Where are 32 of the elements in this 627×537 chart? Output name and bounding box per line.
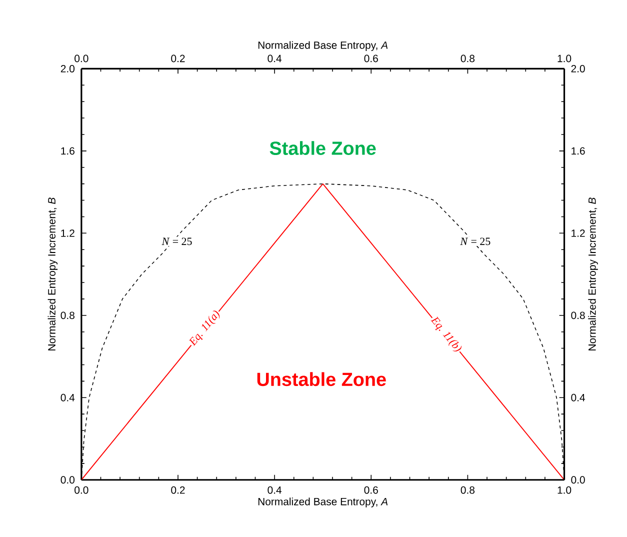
x-axis-title: Normalized Base Entropy, A [258, 498, 388, 508]
y2-tick-label: 0.4 [571, 394, 585, 402]
x-tick-label: 0.2 [171, 54, 185, 62]
y2-tick-label: 0.8 [571, 312, 585, 320]
y2-tick-label: 1.6 [572, 147, 585, 155]
x2-tick-label: 0.6 [364, 486, 378, 494]
y2-tick-label: 2.0 [571, 65, 585, 73]
y2-tick-label: 1.2 [572, 230, 585, 237]
x2-tick-label: 0.2 [171, 486, 185, 494]
y2-tick-label: 0.0 [571, 476, 585, 484]
x-tick-label: 0.0 [74, 54, 88, 62]
x2-tick-label: 0.0 [74, 486, 88, 494]
y-tick-label: 0.4 [60, 394, 75, 402]
y-axis-title: Normalized Entropy Increment, B [48, 198, 58, 351]
x-tick-label: 0.6 [364, 54, 378, 62]
y-tick-label: 1.2 [61, 230, 74, 237]
x2-tick-label: 0.8 [460, 486, 475, 494]
x-tick-label: 1.0 [558, 54, 572, 62]
y-tick-label: 0.8 [60, 312, 74, 320]
y-tick-label: 2.0 [60, 65, 75, 73]
y-tick-label: 0.0 [60, 476, 75, 484]
annotation: Unstable Zone [257, 372, 386, 386]
annotation: Stable Zone [270, 141, 376, 156]
y-tick-label: 1.6 [61, 147, 74, 155]
x2-axis-title: Normalized Base Entropy, A [258, 41, 388, 52]
y2-axis-title: Normalized Entropy Increment, B [588, 198, 598, 351]
annotation: N = 25 [460, 238, 490, 246]
x2-tick-label: 0.4 [268, 486, 282, 494]
x2-tick-label: 1.0 [558, 486, 572, 494]
annotation: N = 25 [162, 238, 192, 246]
x-tick-label: 0.8 [460, 54, 475, 62]
x-tick-label: 0.4 [268, 54, 282, 62]
